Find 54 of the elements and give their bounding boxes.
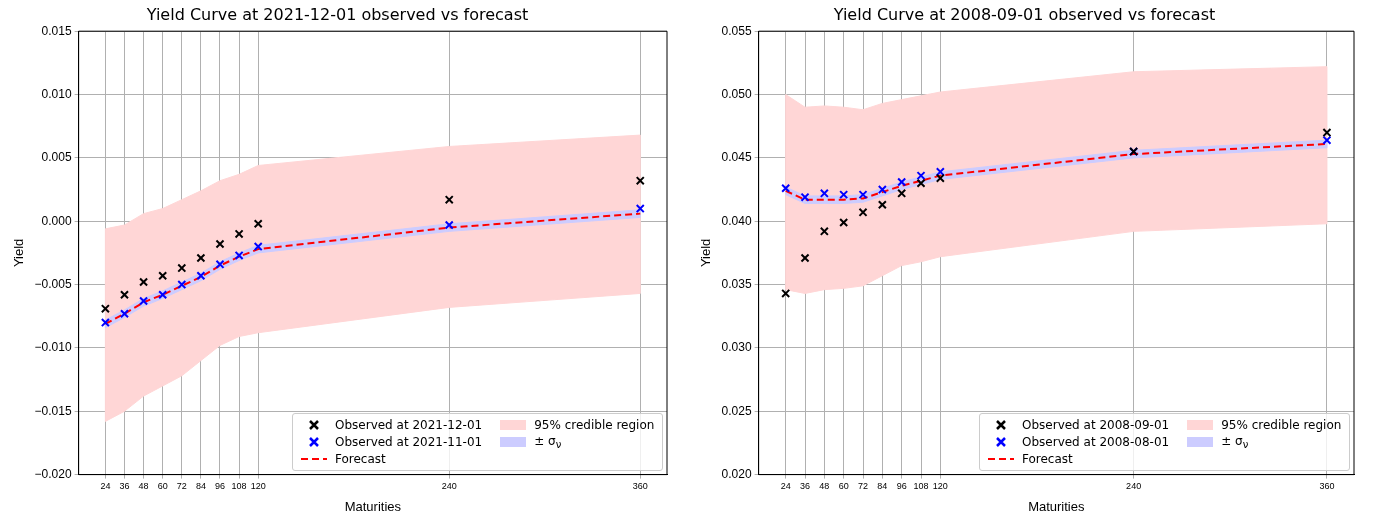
y-tick-label: 0.020 <box>721 466 752 481</box>
x-tick-label: 96 <box>214 481 225 492</box>
y-tick-label: 0.045 <box>721 150 752 165</box>
x-tick-label: 120 <box>932 481 948 492</box>
y-tick-label: 0.035 <box>721 276 752 291</box>
x-tick-label: 72 <box>858 481 869 492</box>
legend-label: Observed at 2008-08-01 <box>1022 434 1170 449</box>
y-tick-label: 0.055 <box>721 23 752 38</box>
x-tick-label: 60 <box>838 481 849 492</box>
x-tick-label: 240 <box>1126 481 1142 492</box>
chart-title: Yield Curve at 2008-09-01 observed vs forecast <box>832 4 1216 24</box>
x-tick-label: 96 <box>896 481 907 492</box>
legend-label: Observed at 2021-11-01 <box>335 434 483 449</box>
x-tick-label: 360 <box>632 481 648 492</box>
y-tick-label: 0.050 <box>721 86 752 101</box>
y-tick-label: 0.005 <box>41 150 72 165</box>
y-tick-label: 0.015 <box>41 23 72 38</box>
x-tick-label: 36 <box>800 481 811 492</box>
legend-label: 95% credible region <box>534 417 655 432</box>
x-axis-title: Maturities <box>1028 498 1085 514</box>
legend-label: Observed at 2008-09-01 <box>1022 417 1170 432</box>
x-tick-label: 240 <box>441 481 457 492</box>
y-axis-title: Yield <box>698 238 714 268</box>
x-tick-label: 108 <box>913 481 929 492</box>
x-tick-label: 60 <box>157 481 168 492</box>
y-tick-label: 0.010 <box>41 86 72 101</box>
legend-label: Forecast <box>335 451 386 466</box>
x-tick-label: 360 <box>1319 481 1335 492</box>
legend-label: Forecast <box>1022 451 1073 466</box>
legend-label: 95% credible region <box>1221 417 1342 432</box>
y-tick-label: 0.025 <box>721 403 752 418</box>
x-tick-label: 24 <box>100 481 111 492</box>
x-axis-title: Maturities <box>344 498 402 514</box>
x-tick-label: 72 <box>176 481 187 492</box>
y-axis-title: Yield <box>11 238 27 268</box>
y-tick-label: 0.040 <box>721 213 752 228</box>
x-tick-label: 120 <box>250 481 266 492</box>
x-tick-label: 24 <box>780 481 791 492</box>
x-tick-label: 48 <box>819 481 830 492</box>
y-tick-label: −0.020 <box>34 466 72 481</box>
x-tick-label: 84 <box>195 481 206 492</box>
x-tick-label: 48 <box>138 481 149 492</box>
y-tick-label: −0.010 <box>34 340 72 355</box>
y-tick-label: −0.005 <box>34 276 72 291</box>
y-tick-label: −0.015 <box>34 403 72 418</box>
y-tick-label: 0.000 <box>41 213 72 228</box>
legend-label: ± σ$_{ν}$ <box>1221 433 1249 450</box>
y-tick-label: 0.030 <box>721 340 752 355</box>
chart-title: Yield Curve at 2021-12-01 observed vs forecast <box>145 4 529 24</box>
x-tick-label: 108 <box>231 481 247 492</box>
x-tick-label: 36 <box>119 481 130 492</box>
x-tick-label: 84 <box>877 481 888 492</box>
legend-label: ± σ$_{ν}$ <box>534 433 562 450</box>
legend-label: Observed at 2021-12-01 <box>335 417 483 432</box>
